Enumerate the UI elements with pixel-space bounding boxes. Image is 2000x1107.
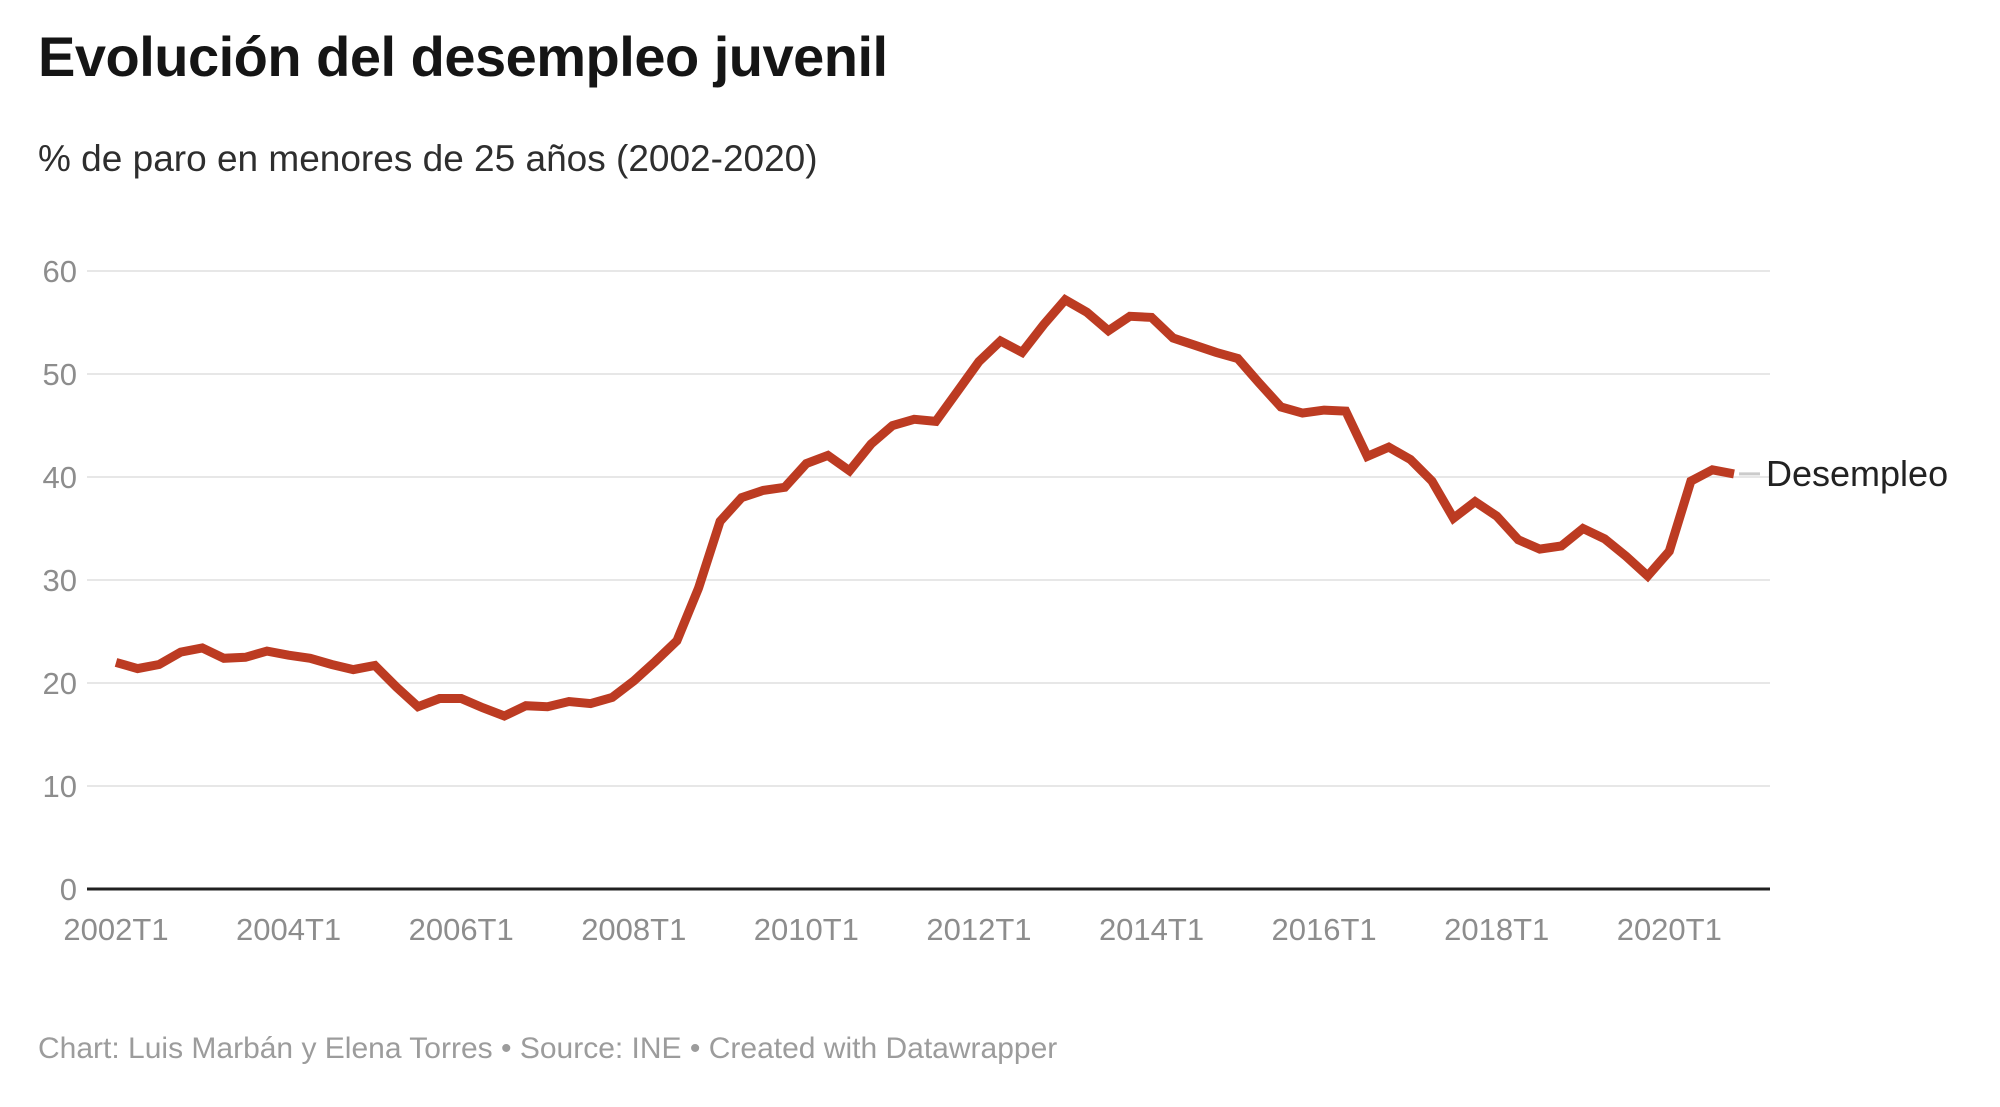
y-tick-label: 30 xyxy=(43,563,77,598)
chart-title: Evolución del desempleo juvenil xyxy=(38,25,888,88)
x-tick-label: 2004T1 xyxy=(236,912,341,947)
unemployment-line xyxy=(114,294,1735,721)
y-tick-label: 40 xyxy=(43,460,77,495)
chart-footer-byline: Chart: Luis Marbán y Elena Torres • Sour… xyxy=(38,1032,1058,1065)
x-tick-label: 2010T1 xyxy=(754,912,859,947)
x-tick-label: 2018T1 xyxy=(1444,912,1549,947)
x-tick-label: 2016T1 xyxy=(1272,912,1377,947)
x-tick-label: 2020T1 xyxy=(1617,912,1722,947)
series-legend-label: Desempleo xyxy=(1766,452,1949,494)
y-tick-label: 60 xyxy=(43,254,77,289)
y-tick-label: 50 xyxy=(43,357,77,392)
y-tick-label: 20 xyxy=(43,666,77,701)
x-tick-label: 2012T1 xyxy=(926,912,1031,947)
x-tick-label: 2006T1 xyxy=(409,912,514,947)
x-tick-label: 2008T1 xyxy=(581,912,686,947)
x-tick-label: 2014T1 xyxy=(1099,912,1204,947)
chart-subtitle: % de paro en menores de 25 años (2002-20… xyxy=(38,138,818,179)
y-tick-label: 0 xyxy=(60,872,77,907)
x-tick-label: 2002T1 xyxy=(63,912,168,947)
y-tick-label: 10 xyxy=(43,769,77,804)
